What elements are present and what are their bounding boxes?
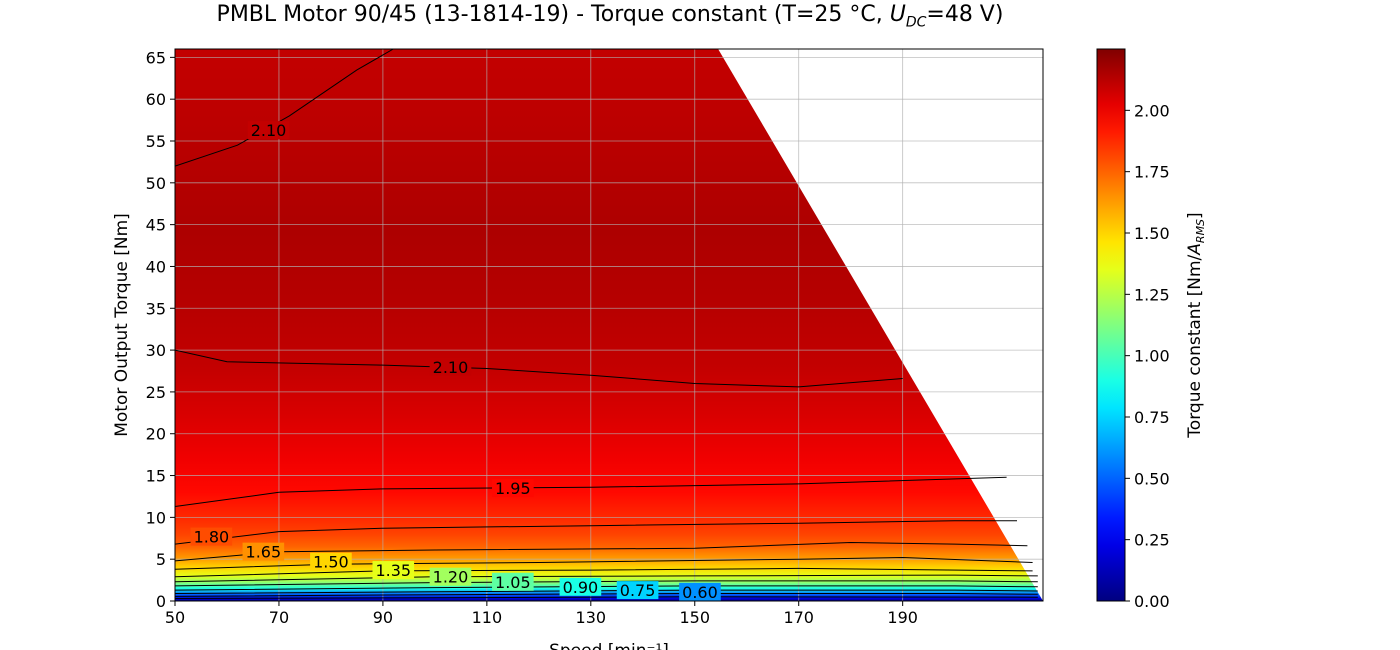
contour-line bbox=[175, 520, 1017, 545]
chart-title: PMBL Motor 90/45 (13-1814-19) - Torque c… bbox=[0, 2, 1220, 30]
y-tick-label: 60 bbox=[146, 90, 166, 109]
y-tick-label: 55 bbox=[146, 132, 166, 151]
y-tick-label: 65 bbox=[146, 48, 166, 67]
y-tick-label: 10 bbox=[146, 508, 166, 527]
contour-label-background bbox=[310, 552, 352, 571]
colorbar bbox=[1096, 48, 1126, 602]
colorbar-tick-label: 1.00 bbox=[1134, 347, 1170, 366]
contour-label-background bbox=[429, 357, 472, 376]
contour-labels: 2.10 2.10 1.95 1.80 1.65 1.50 1.35 1.20 1.05 0.90… bbox=[190, 121, 721, 602]
y-tick-label: 25 bbox=[146, 383, 166, 402]
colorbar-tick-label: 0.25 bbox=[1134, 531, 1170, 550]
y-tick-label: 35 bbox=[146, 299, 166, 318]
contour-label: 1.35 bbox=[375, 561, 411, 580]
contour-label: 2.10 bbox=[251, 121, 287, 140]
contour-label-background bbox=[190, 527, 233, 546]
contour-label: 1.65 bbox=[246, 543, 282, 562]
contour-line bbox=[175, 476, 1007, 507]
contour-label: 0.90 bbox=[563, 578, 599, 597]
title-subscript: DC bbox=[905, 14, 927, 31]
colorbar-tick-label: 1.50 bbox=[1134, 224, 1170, 243]
contour-label: 0.60 bbox=[682, 583, 718, 602]
colorbar-label-prefix: Torque constant [Nm/ bbox=[1185, 254, 1205, 438]
contour-label-background bbox=[429, 567, 472, 586]
torque-constant-surface bbox=[175, 49, 1043, 601]
grid-lines bbox=[175, 49, 1043, 601]
colorbar-tick-label: 2.00 bbox=[1134, 101, 1170, 120]
contour-label: 2.10 bbox=[433, 358, 469, 377]
y-tick-label: 0 bbox=[156, 592, 166, 611]
title-prefix: PMBL Motor 90/45 (13-1814-19) - Torque c… bbox=[216, 2, 890, 27]
contour-line bbox=[175, 556, 1033, 570]
contour-label-background bbox=[247, 121, 290, 140]
x-tick-label: 170 bbox=[783, 608, 814, 627]
y-tick-label: 20 bbox=[146, 425, 166, 444]
contour-label: 1.95 bbox=[495, 479, 531, 498]
title-suffix: =48 V) bbox=[926, 2, 1004, 27]
y-tick-label: 30 bbox=[146, 341, 166, 360]
contour-label: 1.50 bbox=[313, 553, 349, 572]
y-axis-label: Motor Output Torque [Nm] bbox=[112, 213, 132, 437]
colorbar-label-subscript: RMS bbox=[1194, 219, 1207, 243]
colorbar-tick-label: 0.75 bbox=[1134, 408, 1170, 427]
x-tick-label: 70 bbox=[269, 608, 289, 627]
colorbar-tick-label: 1.75 bbox=[1134, 163, 1170, 182]
contour-line bbox=[175, 574, 1038, 583]
colorbar-label-symbol: A bbox=[1185, 243, 1205, 256]
colorbar-tick-label: 1.25 bbox=[1134, 285, 1170, 304]
x-tick-label: 190 bbox=[887, 608, 918, 627]
contour-label-background bbox=[492, 479, 534, 498]
y-tick-label: 45 bbox=[146, 216, 166, 235]
contour-label-background bbox=[616, 581, 659, 600]
y-tick-label: 40 bbox=[146, 257, 166, 276]
contour-label: 0.75 bbox=[620, 581, 656, 600]
title-symbol: U bbox=[889, 2, 906, 27]
contour-label-background bbox=[242, 542, 285, 561]
contour-label-background bbox=[492, 572, 534, 591]
y-tick-label: 5 bbox=[156, 550, 166, 569]
plot-frame bbox=[174, 48, 1044, 602]
colorbar-label: Torque constant [Nm/ARMS] bbox=[1185, 212, 1207, 438]
colorbar-label-suffix: ] bbox=[1185, 212, 1205, 219]
contour-line bbox=[175, 49, 394, 167]
x-tick-label: 150 bbox=[679, 608, 710, 627]
colorbar-tick-label: 0.50 bbox=[1134, 469, 1170, 488]
contour-label-background bbox=[679, 582, 721, 601]
x-tick-label: 90 bbox=[373, 608, 393, 627]
contour-label: 1.80 bbox=[194, 528, 230, 547]
x-tick-label: 110 bbox=[472, 608, 503, 627]
colorbar-tick-label: 0.00 bbox=[1134, 592, 1170, 611]
contour-line bbox=[175, 567, 1033, 578]
contour-line bbox=[175, 580, 1038, 587]
x-tick-label: 130 bbox=[576, 608, 607, 627]
contour-line bbox=[175, 349, 903, 388]
contour-label-background bbox=[559, 577, 602, 596]
x-tick-label: 50 bbox=[165, 608, 185, 627]
y-tick-label: 50 bbox=[146, 174, 166, 193]
contour-label-background bbox=[372, 561, 415, 580]
contour-label: 1.20 bbox=[433, 568, 469, 587]
contour-line bbox=[175, 596, 1038, 599]
x-axis-label: Speed [min⁻¹] bbox=[549, 641, 669, 650]
y-tick-label: 15 bbox=[146, 467, 166, 486]
contour-label: 1.05 bbox=[495, 573, 531, 592]
